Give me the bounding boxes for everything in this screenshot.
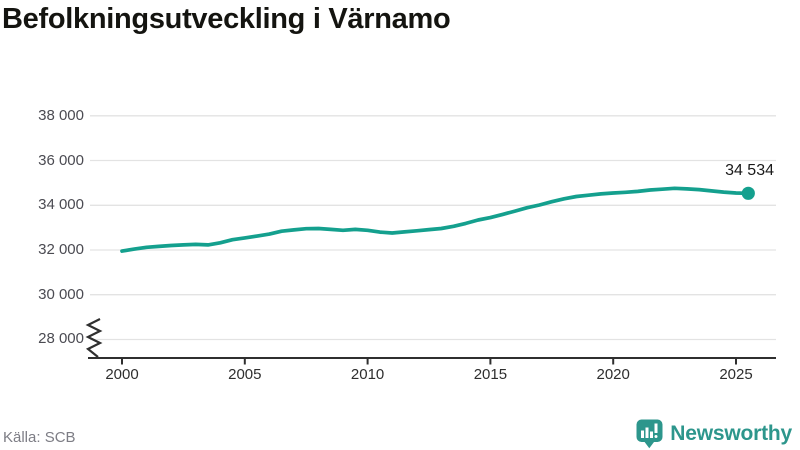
y-tick-label: 30 000 (38, 285, 84, 303)
x-tick-label: 2015 (473, 366, 508, 383)
x-tick-label: 2005 (228, 366, 262, 383)
x-tick-label: 2020 (596, 366, 630, 383)
source-attribution: Källa: SCB (3, 429, 76, 446)
y-tick-label: 38 000 (38, 106, 84, 124)
x-tick-label: 2000 (105, 366, 139, 383)
y-tick-label: 36 000 (38, 151, 84, 169)
y-tick-label: 32 000 (38, 241, 84, 258)
chart-title: Befolkningsutveckling i Värnamo (2, 3, 451, 35)
y-tick-label: 28 000 (38, 330, 84, 348)
x-tick-label: 2025 (719, 366, 753, 383)
last-value-label: 34 534 (725, 162, 774, 179)
brand-name: Newsworthy (670, 422, 792, 445)
newsworthy-bubble-chart-icon (636, 419, 663, 449)
newsworthy-logo[interactable]: Newsworthy (636, 419, 792, 449)
x-tick-label: 2010 (350, 366, 385, 383)
y-tick-label: 34 000 (38, 196, 84, 214)
